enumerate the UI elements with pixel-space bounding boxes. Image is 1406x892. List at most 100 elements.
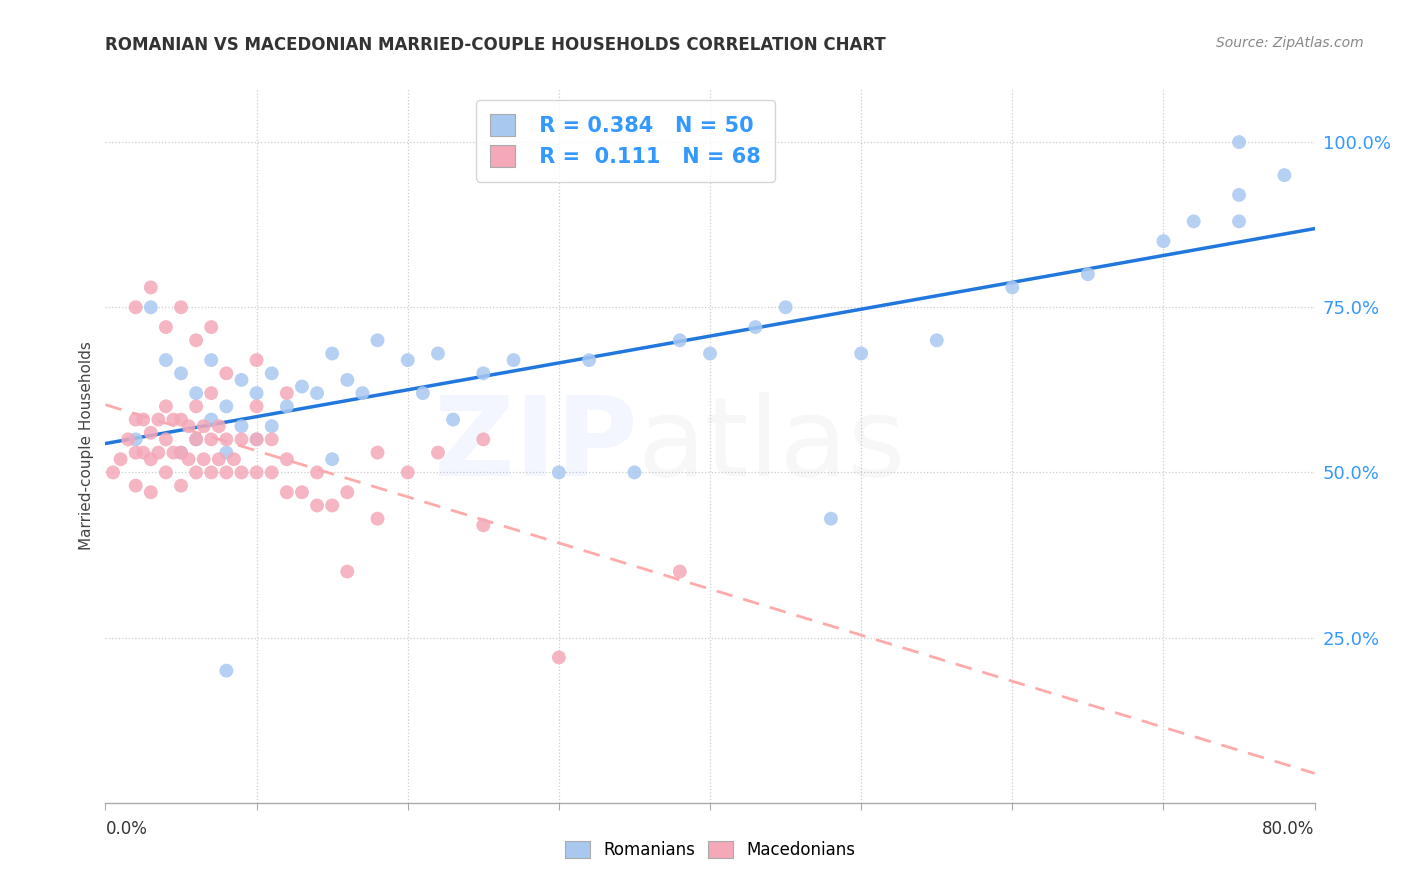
Point <box>245 433 267 447</box>
Point <box>669 333 692 347</box>
Point <box>426 445 449 459</box>
Point <box>260 466 283 480</box>
Point <box>139 452 162 467</box>
Point <box>321 499 343 513</box>
Point <box>578 353 600 368</box>
Point <box>208 419 231 434</box>
Point <box>307 386 329 401</box>
Point <box>1227 135 1250 149</box>
Point <box>200 412 222 426</box>
Point <box>215 445 238 459</box>
Point <box>366 445 388 459</box>
Point <box>124 300 148 314</box>
Point <box>124 412 148 426</box>
Point <box>260 367 283 381</box>
Point <box>139 425 162 440</box>
Point <box>307 466 329 480</box>
Point <box>396 353 419 368</box>
Point <box>849 346 872 360</box>
Point <box>193 419 215 434</box>
Point <box>215 367 238 381</box>
Point <box>1001 280 1024 294</box>
Point <box>502 353 524 368</box>
Point <box>1153 234 1175 248</box>
Text: 80.0%: 80.0% <box>1263 820 1315 838</box>
Point <box>186 400 208 414</box>
Text: Source: ZipAtlas.com: Source: ZipAtlas.com <box>1216 36 1364 50</box>
Point <box>186 333 208 347</box>
Point <box>336 373 359 387</box>
Point <box>472 433 495 447</box>
Point <box>148 412 170 426</box>
Point <box>170 445 193 459</box>
Point <box>366 511 388 525</box>
Point <box>170 300 193 314</box>
Point <box>1274 168 1296 182</box>
Point <box>336 485 359 500</box>
Point <box>193 452 215 467</box>
Point <box>245 433 267 447</box>
Point <box>215 664 238 678</box>
Point <box>245 353 267 368</box>
Point <box>186 433 208 447</box>
Point <box>162 412 184 426</box>
Point <box>200 353 222 368</box>
Point <box>775 300 797 314</box>
Point <box>441 412 464 426</box>
Text: ROMANIAN VS MACEDONIAN MARRIED-COUPLE HOUSEHOLDS CORRELATION CHART: ROMANIAN VS MACEDONIAN MARRIED-COUPLE HO… <box>105 36 886 54</box>
Point <box>177 452 200 467</box>
Point <box>1077 267 1099 281</box>
Point <box>231 466 253 480</box>
Point <box>260 419 283 434</box>
Point <box>110 452 132 467</box>
Point <box>669 565 692 579</box>
Point <box>208 452 231 467</box>
Point <box>200 320 222 334</box>
Point <box>155 433 177 447</box>
Point <box>925 333 948 347</box>
Point <box>307 499 329 513</box>
Point <box>200 466 222 480</box>
Point <box>276 485 298 500</box>
Point <box>124 445 148 459</box>
Point <box>200 386 222 401</box>
Point <box>186 466 208 480</box>
Point <box>548 466 571 480</box>
Point <box>155 353 177 368</box>
Point <box>215 466 238 480</box>
Point <box>186 386 208 401</box>
Point <box>321 452 343 467</box>
Point <box>177 419 200 434</box>
Point <box>124 433 148 447</box>
Point <box>148 445 170 459</box>
Point <box>260 433 283 447</box>
Point <box>139 300 162 314</box>
Point <box>155 320 177 334</box>
Point <box>200 433 222 447</box>
Point <box>366 333 388 347</box>
Point <box>321 346 343 360</box>
Point <box>132 412 155 426</box>
Point <box>548 650 571 665</box>
Point <box>291 485 314 500</box>
Point <box>336 565 359 579</box>
Point <box>155 400 177 414</box>
Text: atlas: atlas <box>637 392 905 500</box>
Point <box>276 400 298 414</box>
Point <box>215 400 238 414</box>
Point <box>1182 214 1205 228</box>
Point <box>699 346 721 360</box>
Y-axis label: Married-couple Households: Married-couple Households <box>79 342 94 550</box>
Point <box>1227 188 1250 202</box>
Point <box>291 379 314 393</box>
Point <box>117 433 139 447</box>
Point <box>1227 214 1250 228</box>
Point <box>396 466 419 480</box>
Point <box>245 466 267 480</box>
Text: ZIP: ZIP <box>434 392 637 500</box>
Point <box>820 511 842 525</box>
Point <box>186 433 208 447</box>
Point <box>276 452 298 467</box>
Point <box>472 518 495 533</box>
Point <box>101 466 124 480</box>
